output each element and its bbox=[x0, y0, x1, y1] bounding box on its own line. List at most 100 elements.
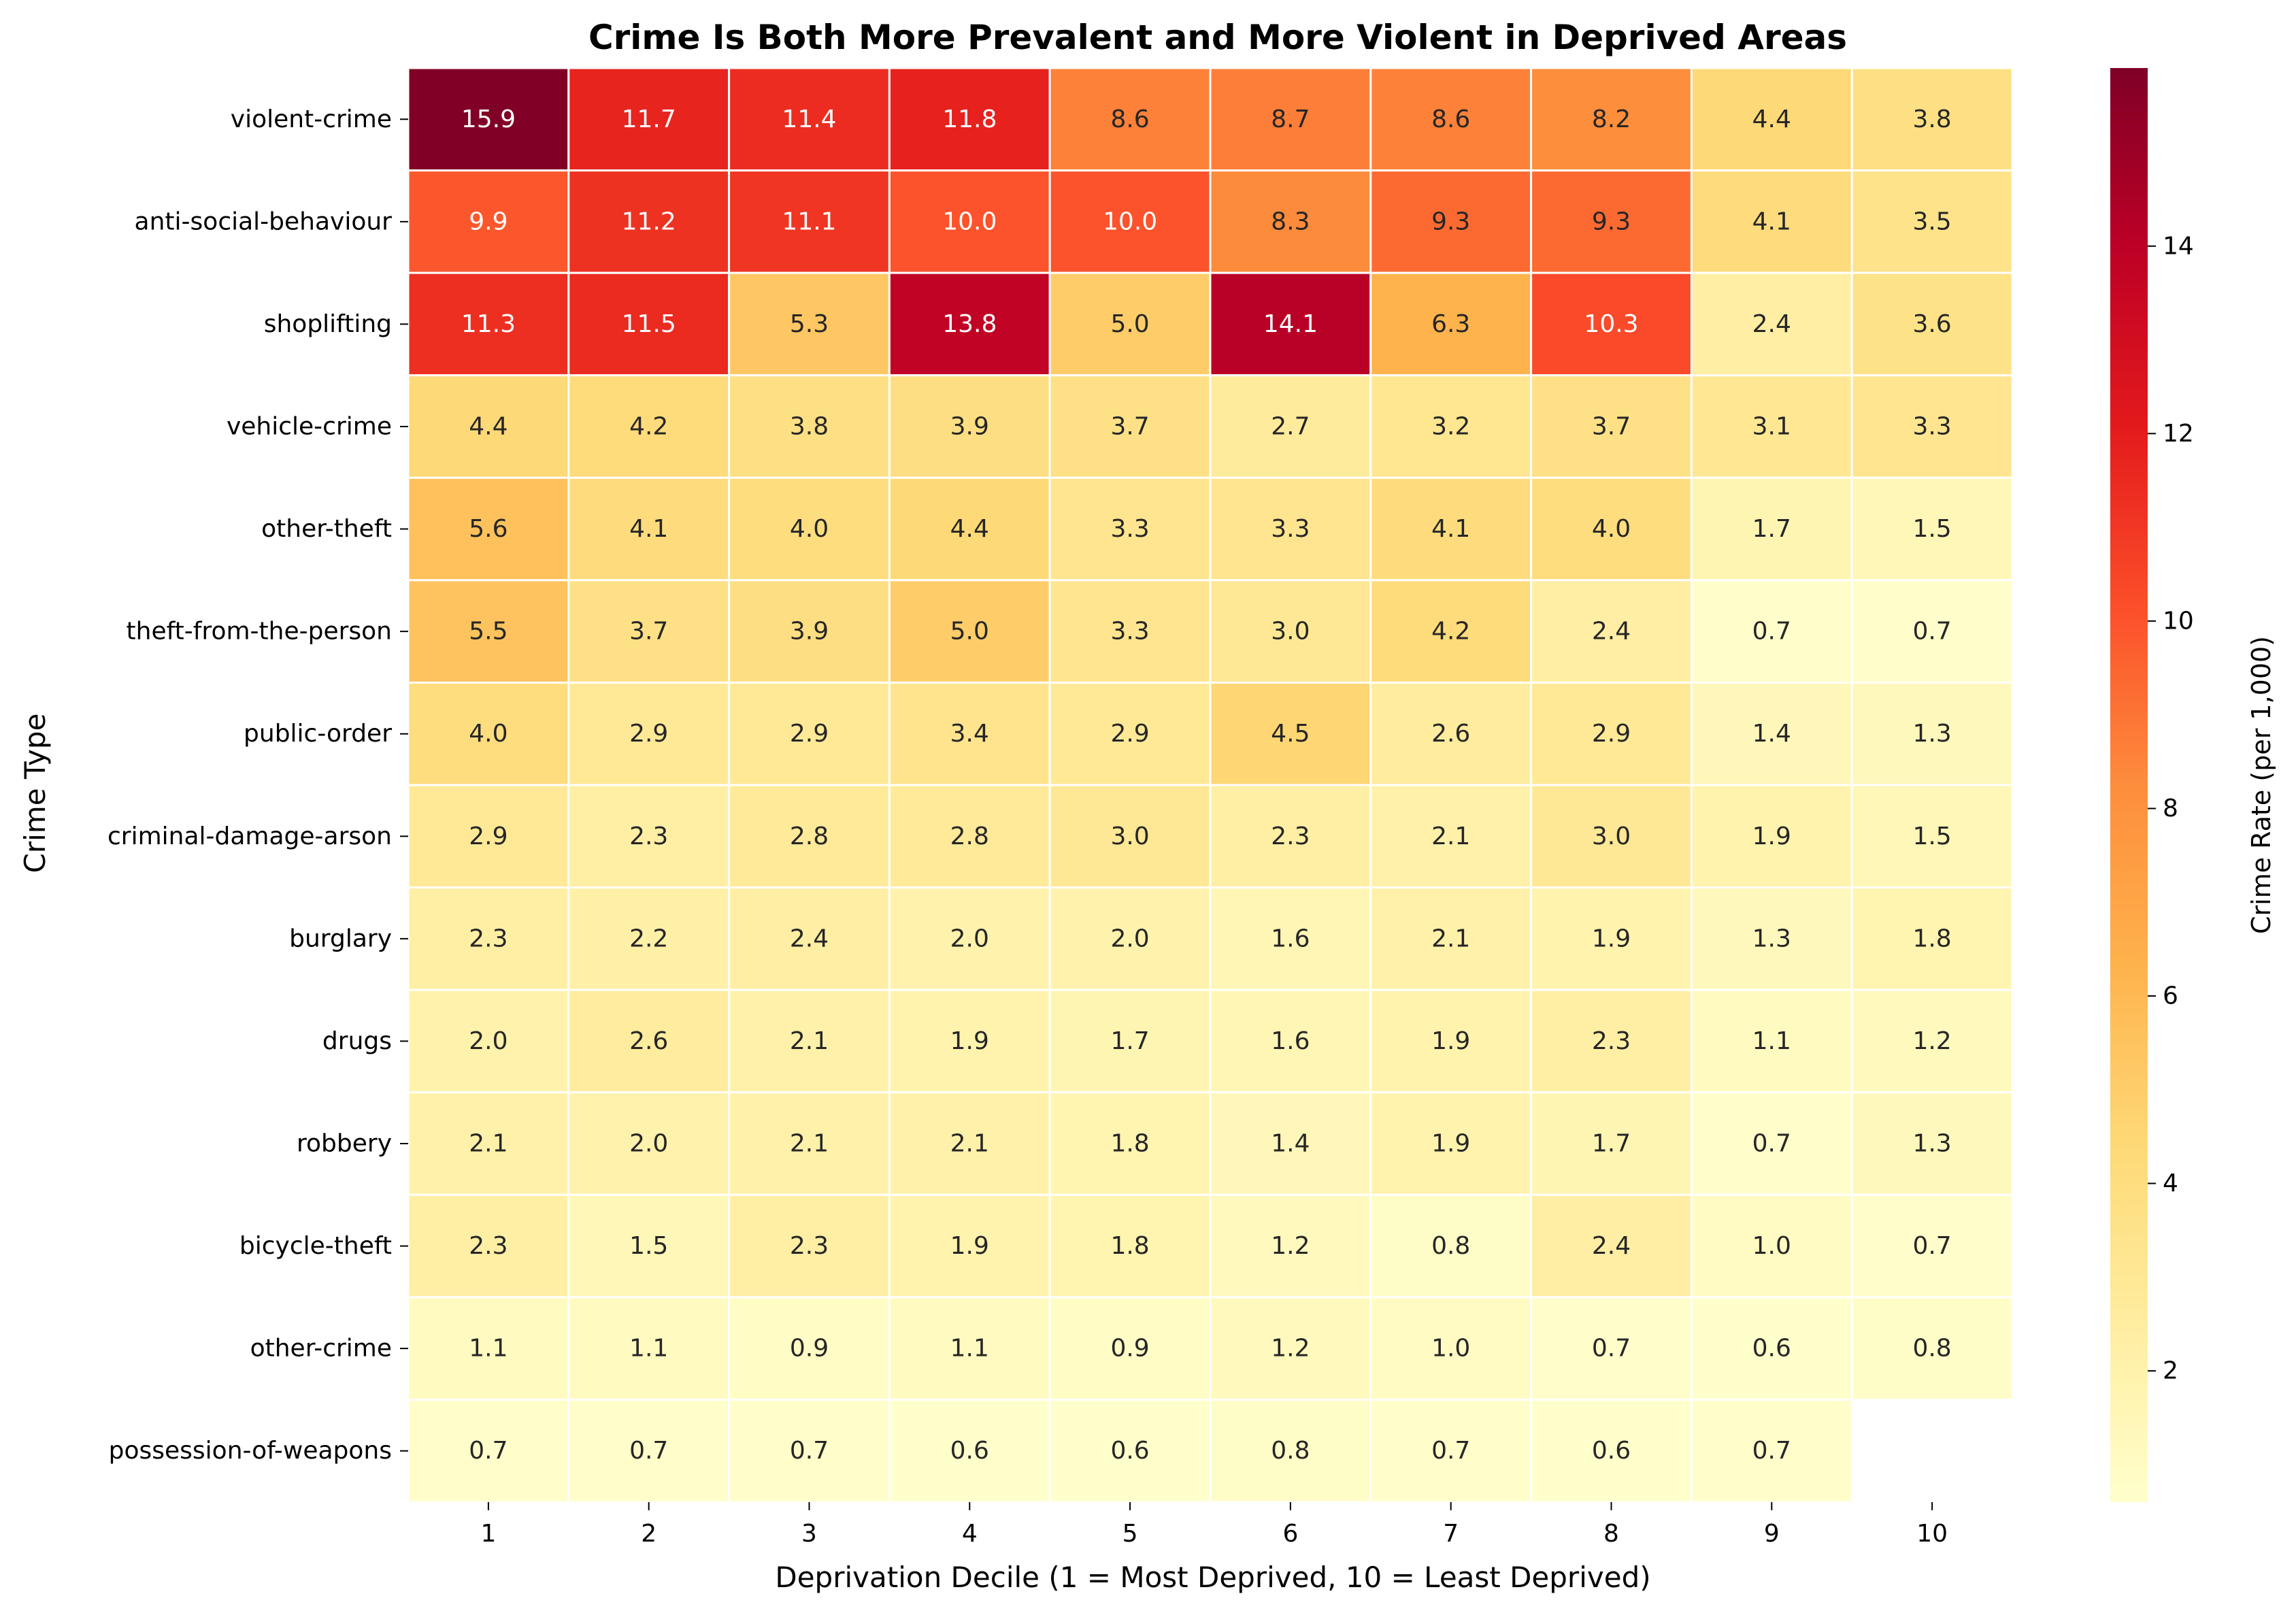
heatmap-cell bbox=[1530, 1398, 1693, 1503]
colorbar-tick-label: 4 bbox=[2163, 1169, 2178, 1197]
heatmap-cell bbox=[1530, 67, 1693, 172]
cell-value-label: 3.0 bbox=[1271, 618, 1310, 646]
heatmap-cell bbox=[1369, 886, 1533, 991]
cell-value-label: 1.1 bbox=[629, 1335, 668, 1363]
heatmap-cell bbox=[1850, 886, 2014, 991]
heatmap-cell bbox=[1850, 1296, 2014, 1401]
cell-value-label: 1.4 bbox=[1752, 720, 1791, 748]
x-tick-label: 10 bbox=[1916, 1520, 1948, 1548]
heatmap-cell bbox=[1850, 169, 2014, 274]
heatmap-cell bbox=[1369, 1296, 1533, 1401]
colorbar-tick-label: 6 bbox=[2163, 982, 2178, 1010]
heatmap-cell bbox=[728, 886, 891, 991]
heatmap-cell bbox=[1369, 169, 1533, 274]
heatmap-cell bbox=[1530, 476, 1693, 582]
cell-value-label: 11.4 bbox=[782, 105, 836, 133]
cell-value-label: 1.9 bbox=[1752, 822, 1791, 850]
y-tick-label: burglary bbox=[289, 925, 392, 952]
heatmap-cell bbox=[1530, 271, 1693, 377]
cell-value-label: 5.0 bbox=[1110, 310, 1149, 338]
cell-value-label: 1.9 bbox=[1592, 925, 1631, 952]
cell-value-label: 2.9 bbox=[1110, 720, 1149, 748]
cell-value-label: 5.3 bbox=[790, 310, 829, 338]
cell-value-label: 3.9 bbox=[950, 413, 989, 441]
cell-value-label: 10.3 bbox=[1584, 310, 1638, 338]
heatmap-cells bbox=[407, 67, 2014, 1503]
cell-value-label: 14.1 bbox=[1263, 310, 1318, 338]
cell-value-label: 2.1 bbox=[1431, 925, 1470, 952]
heatmap-cell bbox=[728, 1091, 891, 1196]
heatmap-cell bbox=[1850, 476, 2014, 582]
heatmap-cell bbox=[407, 579, 570, 684]
cell-value-label: 1.3 bbox=[1912, 720, 1951, 748]
heatmap-cell bbox=[1530, 1193, 1693, 1299]
heatmap-cell bbox=[888, 579, 1051, 684]
cell-value-label: 3.3 bbox=[1110, 515, 1149, 543]
heatmap-cell bbox=[1690, 1398, 1853, 1503]
cell-value-label: 11.5 bbox=[622, 310, 676, 338]
cell-value-label: 0.9 bbox=[1110, 1335, 1149, 1363]
heatmap-cell bbox=[567, 169, 731, 274]
heatmap-cell bbox=[1048, 476, 1212, 582]
heatmap-cell bbox=[728, 271, 891, 377]
heatmap-cell bbox=[1850, 784, 2014, 889]
y-axis-ticks: violent-crime anti-social-behaviour shopli… bbox=[107, 105, 408, 1465]
cell-value-label: 3.8 bbox=[790, 413, 829, 441]
heatmap-cell bbox=[1850, 67, 2014, 172]
cell-value-label: 1.6 bbox=[1271, 925, 1310, 952]
heatmap-cell bbox=[407, 374, 570, 479]
cell-value-label: 3.7 bbox=[1592, 413, 1631, 441]
cell-value-label: 0.9 bbox=[790, 1335, 829, 1363]
cell-value-label: 1.9 bbox=[950, 1232, 989, 1260]
heatmap-cell bbox=[888, 169, 1051, 274]
heatmap-cell bbox=[567, 886, 731, 991]
y-tick-label: anti-social-behaviour bbox=[135, 207, 393, 235]
cell-value-label: 2.8 bbox=[950, 822, 989, 850]
cell-value-label: 2.4 bbox=[1752, 310, 1791, 338]
colorbar-tick-label: 2 bbox=[2163, 1357, 2178, 1385]
y-tick-label: robbery bbox=[297, 1130, 392, 1158]
heatmap-cell bbox=[1369, 476, 1533, 582]
cell-value-label: 2.3 bbox=[790, 1232, 829, 1260]
y-tick-label: public-order bbox=[244, 720, 392, 748]
cell-value-label: 4.0 bbox=[790, 515, 829, 543]
cell-value-label: 0.6 bbox=[950, 1437, 989, 1465]
cell-value-label: 11.8 bbox=[942, 105, 997, 133]
heatmap-cell bbox=[1209, 579, 1372, 684]
heatmap-cell bbox=[1209, 988, 1372, 1094]
heatmap-cell bbox=[1690, 169, 1853, 274]
heatmap-cell bbox=[1048, 886, 1212, 991]
heatmap-cell bbox=[1209, 681, 1372, 786]
heatmap-cell bbox=[888, 988, 1051, 1094]
cell-value-label: 1.9 bbox=[1431, 1130, 1470, 1158]
heatmap-cell bbox=[1690, 886, 1853, 991]
cell-value-label: 1.2 bbox=[1271, 1232, 1310, 1260]
cell-value-label: 1.8 bbox=[1912, 925, 1951, 952]
x-tick-label: 6 bbox=[1282, 1520, 1298, 1548]
heatmap-cell bbox=[1690, 579, 1853, 684]
heatmap-cell bbox=[1850, 1193, 2014, 1299]
cell-value-label: 0.7 bbox=[1912, 1232, 1951, 1260]
cell-value-label: 2.1 bbox=[790, 1027, 829, 1055]
cell-value-label: 1.1 bbox=[950, 1335, 989, 1363]
x-tick-label: 2 bbox=[641, 1520, 656, 1548]
y-tick-label: vehicle-crime bbox=[227, 413, 392, 441]
cell-value-label: 1.5 bbox=[1912, 515, 1951, 543]
cell-value-label: 6.3 bbox=[1431, 310, 1470, 338]
heatmap-cell bbox=[567, 476, 731, 582]
x-tick-label: 4 bbox=[962, 1520, 978, 1548]
cell-value-label: 0.8 bbox=[1912, 1335, 1951, 1363]
colorbar: 2 4 6 8 10 12 14 Crime Rate (per 1,000) bbox=[2110, 68, 2276, 1502]
heatmap-cell bbox=[728, 579, 891, 684]
cell-value-label: 4.0 bbox=[469, 720, 508, 748]
heatmap-cell bbox=[1209, 1296, 1372, 1401]
cell-value-label: 0.7 bbox=[1912, 618, 1951, 646]
cell-value-label: 2.0 bbox=[1110, 925, 1149, 952]
cell-value-label: 1.2 bbox=[1271, 1335, 1310, 1363]
cell-value-label: 0.7 bbox=[1752, 1437, 1791, 1465]
heatmap-cell bbox=[1209, 67, 1372, 172]
cell-value-label: 11.1 bbox=[782, 207, 836, 235]
cell-value-label: 5.5 bbox=[469, 618, 508, 646]
heatmap-cell bbox=[1690, 271, 1853, 377]
cell-value-label: 3.5 bbox=[1912, 207, 1951, 235]
